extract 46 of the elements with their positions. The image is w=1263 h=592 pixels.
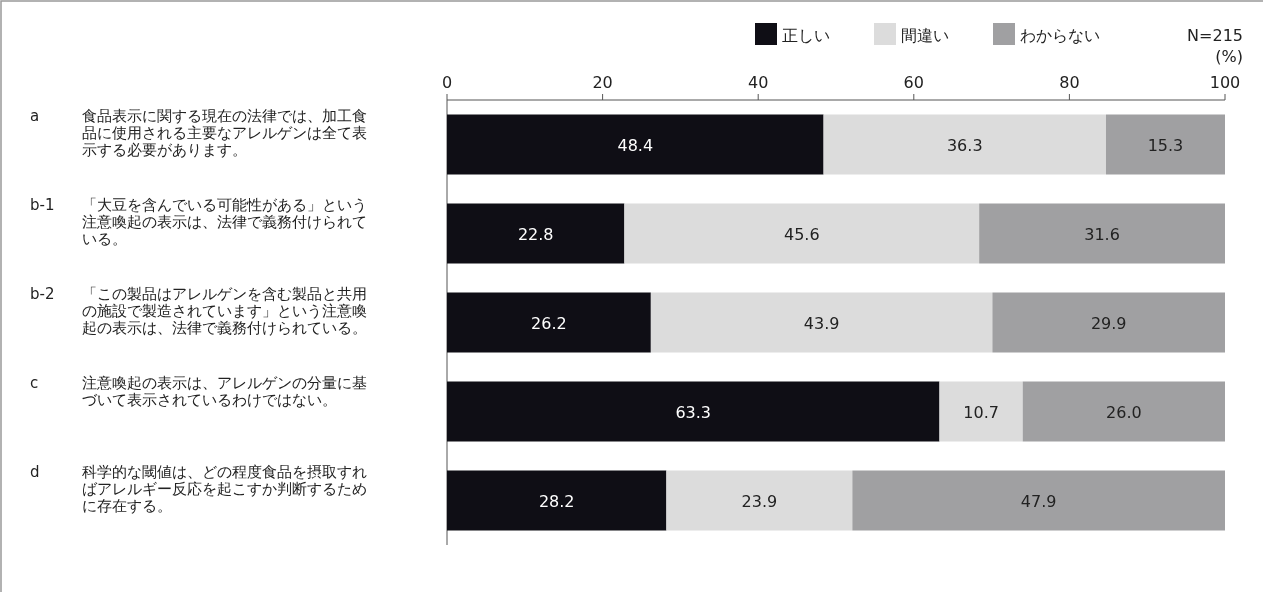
- bar: [939, 381, 1023, 442]
- x-tick-label: 80: [1059, 73, 1080, 92]
- category-label: a 食品表示に関する現在の法律では、加工食品に使用される主要なアレルゲンは全て表示する必要があります。: [30, 106, 367, 159]
- bar: [823, 114, 1106, 175]
- data-label: 43.9: [803, 313, 840, 333]
- bar: [447, 114, 824, 175]
- bar: [624, 203, 980, 264]
- bar: [650, 292, 993, 353]
- bar: [666, 470, 853, 531]
- bar: [447, 381, 940, 442]
- bar: [1105, 114, 1225, 175]
- data-label: 10.7: [963, 402, 999, 422]
- bar: [447, 292, 651, 353]
- category-label: b-2 「この製品はアレルゲンを含む製品と共用の施設で製造されています」という注意喚起の表示は、法律で義務付けられている。: [30, 284, 367, 337]
- data-label: 31.6: [1084, 224, 1120, 244]
- x-tick-label: 60: [903, 73, 924, 92]
- data-label: 26.2: [531, 313, 567, 333]
- data-label: 29.9: [1090, 313, 1127, 333]
- data-label: 47.9: [1020, 491, 1057, 511]
- category-label: c 注意喚起の表示は、アレルゲンの分量に基づいて表示されているわけではない。: [30, 373, 367, 409]
- bar: [1022, 381, 1225, 442]
- data-label: 26.0: [1106, 402, 1142, 422]
- text: (%): [1215, 47, 1243, 66]
- category-label: b-1 「大豆を含んでいる可能性がある」という注意喚起の表示は、法律で義務付けられている。: [30, 195, 367, 248]
- x-tick-label: 40: [748, 73, 769, 92]
- x-tick-label: 100: [1209, 73, 1241, 92]
- bar: [447, 203, 625, 264]
- data-label: 48.4: [617, 135, 654, 155]
- data-label: 23.9: [741, 491, 778, 511]
- data-label: 22.8: [517, 224, 554, 244]
- data-label: 45.6: [783, 224, 820, 244]
- legend-label: 正しい: [782, 26, 830, 45]
- data-label: 63.3: [675, 402, 712, 422]
- text: N=215: [1187, 26, 1243, 45]
- bar: [447, 470, 667, 531]
- x-tick-label: 20: [592, 73, 613, 92]
- x-tick-label: 0: [441, 73, 453, 92]
- data-label: 36.3: [946, 135, 983, 155]
- legend-label: わからない: [1020, 26, 1100, 45]
- data-label: 15.3: [1147, 135, 1184, 155]
- bar: [852, 470, 1225, 531]
- bar: [992, 292, 1225, 353]
- legend-label: 間違い: [901, 26, 949, 45]
- bar: [979, 203, 1225, 264]
- data-label: 28.2: [538, 491, 575, 511]
- category-label: d 科学的な閾値は、どの程度食品を摂取すればアレルギー反応を起こすか判断するために存在する。: [30, 462, 367, 515]
